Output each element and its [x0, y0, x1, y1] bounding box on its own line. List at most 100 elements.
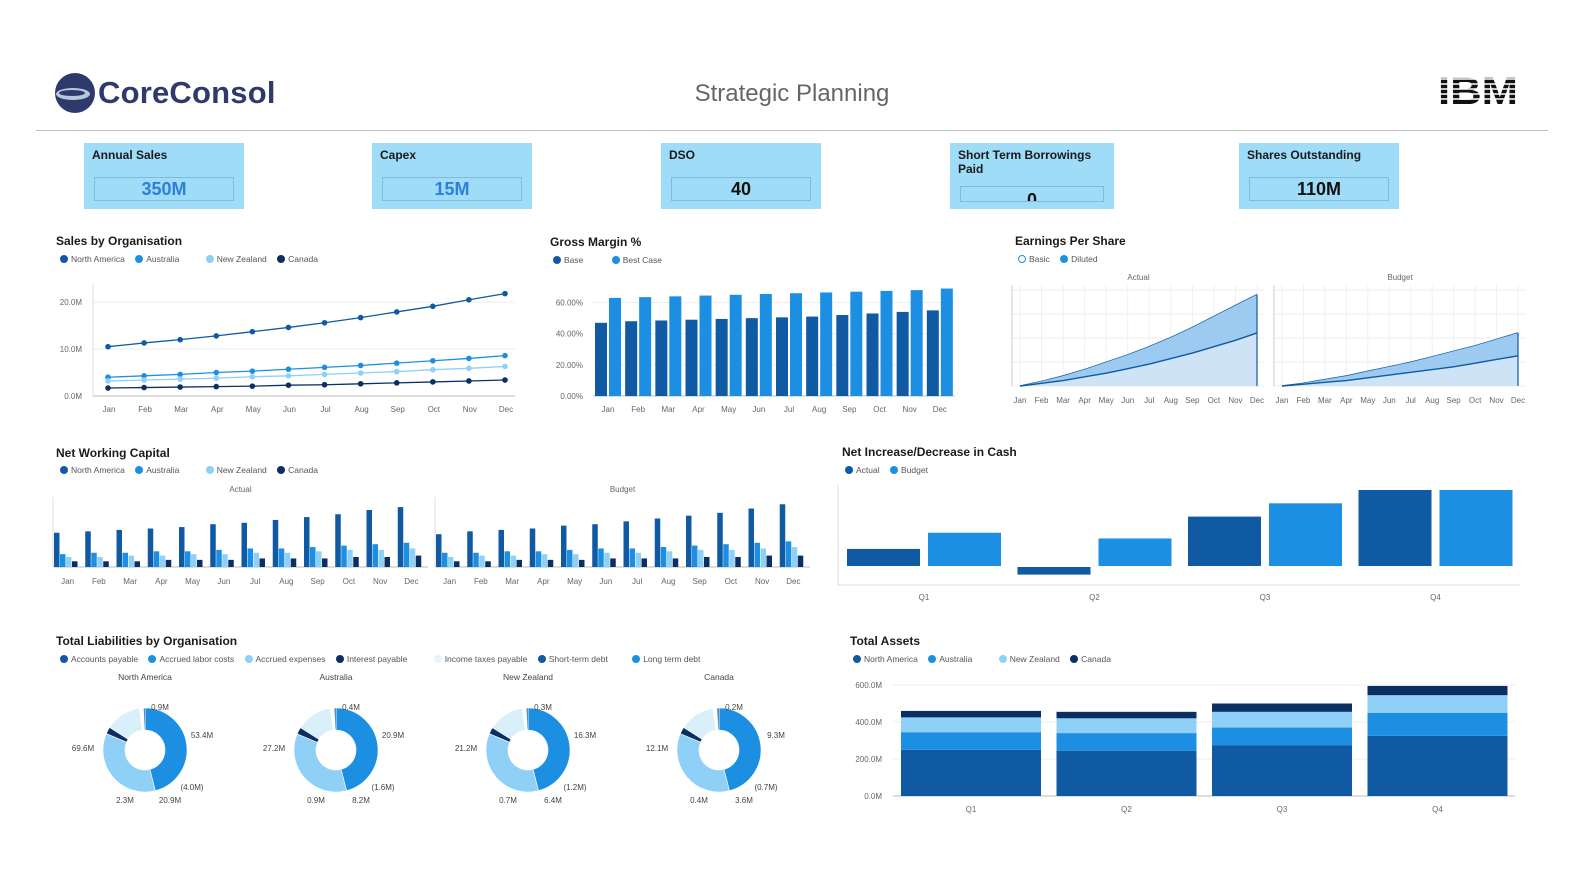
legend-dot-icon	[853, 655, 861, 663]
assets-chart-title: Total Assets	[850, 634, 921, 648]
series-line-1	[107, 354, 506, 378]
x-tick-label: Q3	[1260, 593, 1271, 602]
stack-segment-3	[901, 710, 1041, 718]
bar-1	[247, 548, 253, 567]
bar-0	[529, 528, 536, 567]
legend-item[interactable]: Australia	[135, 254, 179, 264]
y-tick-label: 20.0M	[60, 298, 83, 307]
donut-slice	[143, 707, 146, 731]
legend-item[interactable]: Interest payable	[335, 654, 407, 664]
legend-item[interactable]: Short-term debt	[537, 654, 608, 664]
x-tick-label: Dec	[499, 405, 513, 414]
legend-item[interactable]: Canada	[1070, 654, 1111, 664]
bar-3	[353, 557, 359, 567]
x-tick-label: Jun	[217, 577, 230, 586]
bar-base	[685, 319, 698, 396]
legend-item[interactable]: New Zealand	[205, 465, 267, 475]
data-point	[177, 336, 183, 343]
x-tick-label: Mar	[174, 405, 188, 414]
bar-2	[128, 555, 134, 567]
legend-item[interactable]: Income taxes payable	[433, 654, 527, 664]
bar-0	[467, 531, 473, 567]
area-diluted	[1282, 332, 1518, 386]
x-tick-label: Oct	[873, 405, 886, 414]
legend-item[interactable]: Actual	[845, 465, 880, 475]
bar-3	[516, 559, 522, 567]
data-point	[393, 360, 400, 366]
stack-segment-2	[1367, 695, 1508, 713]
donut-title: New Zealand	[503, 672, 553, 682]
stack-segment-3	[1056, 711, 1197, 719]
data-point	[321, 364, 328, 371]
panel-label: Budget	[610, 485, 636, 494]
kpi-label: DSO	[669, 148, 696, 162]
bar-2	[316, 551, 322, 567]
kpi-value: 350M	[94, 177, 234, 201]
kpi-annual-sales[interactable]: Annual Sales 350M	[84, 143, 244, 209]
bar-2	[573, 554, 579, 567]
x-tick-label: Nov	[1228, 396, 1242, 405]
eps-chart-title: Earnings Per Share	[1015, 234, 1126, 248]
legend-item[interactable]: Accounts payable	[60, 654, 138, 664]
kpi-shares-outstanding[interactable]: Shares Outstanding 110M	[1239, 143, 1399, 209]
bar-0	[686, 515, 692, 567]
data-point	[249, 383, 256, 389]
cash-chart-title: Net Increase/Decrease in Cash	[842, 445, 1017, 459]
legend-item[interactable]: Australia	[928, 654, 972, 664]
x-tick-label: Sep	[842, 405, 857, 414]
legend-label: Short-term debt	[548, 654, 608, 664]
x-tick-label: Jan	[61, 577, 74, 586]
donut-value-label: 6.4M	[544, 796, 562, 805]
legend-item[interactable]: Accrued labor costs	[148, 654, 234, 664]
legend-item[interactable]: New Zealand	[205, 254, 267, 264]
legend-dot-icon	[537, 655, 546, 663]
donut-value-label: 21.2M	[455, 744, 478, 753]
cash-legend: Actual Budget	[845, 465, 936, 475]
legend-dot-icon	[244, 655, 253, 663]
x-tick-label: Q1	[919, 593, 930, 602]
bar-0	[147, 528, 154, 567]
legend-item[interactable]: Best Case	[611, 255, 662, 265]
kpi-value: 40	[671, 177, 811, 201]
legend-item[interactable]: Australia	[135, 465, 179, 475]
donut-slice	[144, 707, 188, 792]
donut-slice	[333, 707, 337, 731]
x-tick-label: May	[185, 577, 200, 586]
legend-item[interactable]: North America	[853, 654, 918, 664]
donut-value-label: 20.9M	[159, 796, 182, 805]
legend-item[interactable]: Budget	[890, 465, 928, 475]
bar-3	[735, 557, 741, 567]
legend-label: Australia	[146, 465, 180, 475]
x-tick-label: Jul	[1144, 396, 1154, 405]
legend-item[interactable]: New Zealand	[998, 654, 1060, 664]
kpi-short-term-borrowings[interactable]: Short Term Borrowings Paid 0	[950, 143, 1114, 209]
legend-item[interactable]: Basic	[1018, 254, 1050, 264]
x-tick-label: Jan	[103, 405, 116, 414]
legend-item[interactable]: North America	[60, 465, 125, 475]
x-tick-label: Mar	[505, 577, 519, 586]
legend-item[interactable]: Base	[553, 255, 583, 265]
y-tick-label: 10.0M	[60, 345, 83, 354]
data-point	[393, 368, 400, 375]
bar-1	[754, 542, 760, 567]
x-tick-label: Feb	[1035, 396, 1049, 405]
donut-value-label: 53.4M	[191, 731, 214, 740]
kpi-dso[interactable]: DSO 40	[661, 143, 821, 209]
legend-item[interactable]: Long term debt	[632, 654, 700, 664]
data-point	[430, 303, 436, 310]
x-tick-label: Apr	[692, 405, 705, 414]
legend-item[interactable]: Canada	[277, 465, 318, 475]
kpi-capex[interactable]: Capex 15M	[372, 143, 532, 209]
legend-item[interactable]: North America	[60, 254, 125, 264]
kpi-value: 110M	[1249, 177, 1389, 201]
legend-item[interactable]: Canada	[277, 254, 318, 264]
x-tick-label: Sep	[1447, 396, 1462, 405]
legend-label: Basic	[1029, 254, 1050, 264]
x-tick-label: Q2	[1089, 593, 1100, 602]
x-tick-label: Feb	[92, 577, 106, 586]
legend-item[interactable]: Accrued expenses	[244, 654, 325, 664]
area-band	[1020, 294, 1257, 386]
x-tick-label: Sep	[391, 405, 406, 414]
legend-item[interactable]: Diluted	[1060, 254, 1098, 264]
bar-0	[397, 507, 404, 567]
